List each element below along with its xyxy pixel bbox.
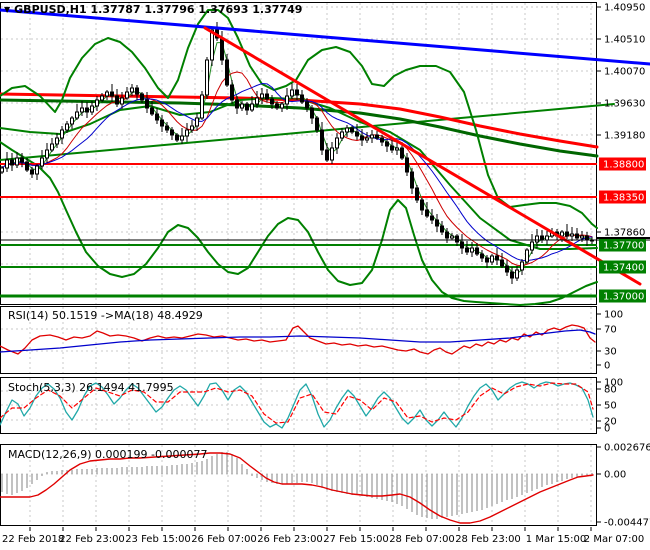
stoch-tick-label: 0 [604, 424, 610, 435]
macd-tick-label: 0.00 [604, 470, 626, 481]
main-price-pane[interactable] [0, 2, 650, 306]
symbol-dropdown-icon[interactable]: ▼ [4, 5, 11, 14]
fast-ma-blue [1, 83, 593, 262]
time-axis-label: 26 Feb 23:00 [257, 534, 323, 545]
price-level-badge-text: 1.38800 [603, 160, 644, 171]
price-level-badge-text: 1.37000 [603, 292, 644, 303]
candlesticks [0, 22, 594, 284]
macd-signal-line [0, 452, 594, 524]
time-axis-label: 28 Feb 23:00 [455, 534, 521, 545]
stoch-tick-label: 80 [604, 385, 617, 396]
stoch-tick-label: 20 [604, 417, 617, 428]
long-ma-red[interactable] [0, 92, 599, 149]
time-axis-label: 26 Feb 07:00 [191, 534, 257, 545]
macd-tick-label: 0.002676 [604, 443, 650, 454]
time-axis-label: 2 Mar 07:00 [584, 534, 644, 545]
price-tick-label: 1.40950 [604, 3, 645, 14]
price-level-badge-text: 1.37700 [603, 241, 644, 252]
time-axis-label: 27 Feb 15:00 [323, 534, 389, 545]
price-level-badge-text: 1.38350 [603, 193, 644, 204]
descending-blue-trendline[interactable] [0, 8, 650, 66]
price-level-badge[interactable] [599, 289, 646, 303]
time-axis-label: 1 Mar 15:00 [526, 534, 586, 545]
stochastic-k-line [0, 381, 594, 429]
stochastic-pane[interactable] [0, 377, 597, 434]
stoch-tick-label: 50 [604, 401, 617, 412]
rsi-tick-label: 100 [604, 310, 623, 321]
stochastic-d-line [0, 382, 594, 424]
rsi-pane[interactable] [0, 306, 597, 374]
axis-labels-overlay: 1.40950 1.40510 1.40070 1.39630 1.39180 1.378… [597, 3, 650, 529]
price-level-badge[interactable] [599, 238, 646, 252]
stoch-tick-label: 100 [604, 378, 623, 389]
time-axis-label: 22 Feb 2018 [2, 534, 64, 545]
rsi-tick-label: 30 [604, 347, 617, 358]
time-axis-label: 28 Feb 07:00 [389, 534, 455, 545]
rsi-pane-frame [0, 306, 597, 374]
rsi-ma-line [0, 329, 596, 353]
price-level-badge-text: 1.37400 [603, 263, 644, 274]
price-tick-label: 1.39630 [604, 99, 645, 110]
price-level-badge[interactable] [599, 157, 646, 171]
ascending-green-trendline[interactable] [0, 103, 615, 161]
rsi-line [0, 324, 596, 355]
time-axis-label: 22 Feb 23:00 [59, 534, 125, 545]
price-tick-label: 1.39180 [604, 131, 645, 142]
stochastic-pane-frame [0, 377, 597, 434]
bollinger-upper-band [0, 9, 598, 229]
price-level-badge[interactable] [599, 260, 646, 274]
price-tick-label: 1.40070 [604, 67, 645, 78]
time-axis-label: 23 Feb 15:00 [125, 534, 191, 545]
price-tick-label: 1.40510 [604, 35, 645, 46]
macd-tick-label: -0.004477 [604, 518, 650, 529]
price-tick-label: 1.37860 [604, 228, 645, 239]
descending-red-trendline[interactable] [203, 26, 642, 286]
rsi-tick-label: 0 [604, 361, 610, 372]
macd-histogram [1, 452, 593, 519]
rsi-tick-label: 70 [604, 325, 617, 336]
macd-pane[interactable] [0, 444, 597, 526]
price-level-badge[interactable] [599, 190, 646, 204]
